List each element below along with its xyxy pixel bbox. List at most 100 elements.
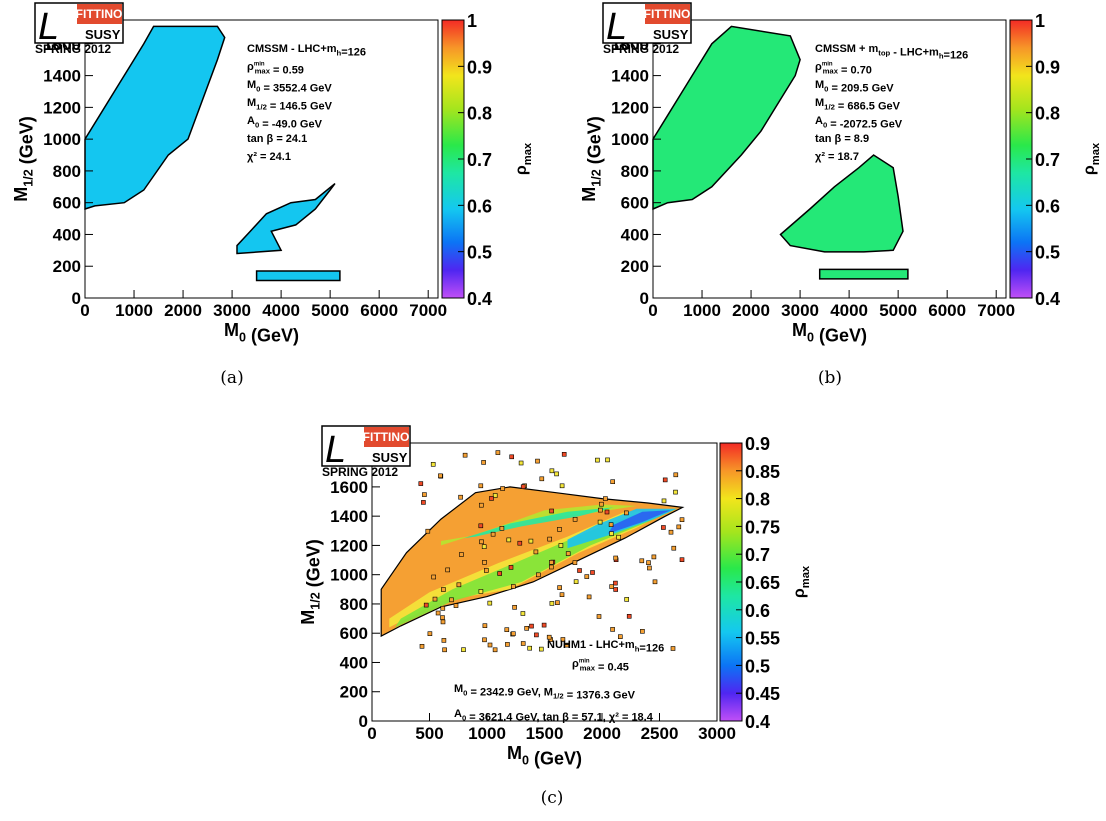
z-tick-label: 0.4	[745, 712, 770, 732]
x-tick-label: 2000	[164, 301, 202, 320]
rho-band	[607, 510, 671, 534]
y-tick-label: 1200	[330, 536, 368, 555]
sample-cell	[596, 614, 602, 619]
x-tick-label: 1500	[526, 724, 564, 743]
z-tick-label: 0.7	[1035, 150, 1060, 170]
sample-cell	[478, 589, 484, 594]
logo-brand: FITTINO	[644, 7, 691, 21]
sample-cell	[504, 627, 510, 633]
z-tick-label: 0.7	[467, 150, 492, 170]
y-tick-label: 0	[72, 289, 81, 308]
info-line: CMSSM + mtop - LHC+mh=126	[815, 43, 968, 62]
sample-cell	[441, 587, 446, 592]
sample-cell	[616, 534, 621, 540]
sample-cell	[506, 537, 512, 543]
sample-cell	[605, 457, 610, 463]
z-tick-label: 0.75	[745, 517, 780, 537]
logo-mark: SUSY	[372, 450, 408, 465]
info-line: χ² = 24.1	[247, 151, 291, 163]
sample-cell	[512, 604, 517, 610]
y-tick-label: 200	[340, 683, 368, 702]
x-axis-title: M0 (GeV)	[224, 320, 299, 345]
y-tick-label: 600	[621, 194, 649, 213]
z-axis-title: ρmax	[791, 565, 812, 598]
sample-cell	[483, 568, 489, 573]
sample-cell	[481, 544, 487, 550]
sample-cell	[510, 584, 516, 589]
z-tick-label: 0.9	[467, 57, 492, 77]
panel-caption: (a)	[220, 368, 243, 388]
sample-cell	[673, 472, 679, 478]
z-tick-label: 0.9	[1035, 57, 1060, 77]
y-tick-label: 1000	[330, 566, 368, 585]
sample-cell	[478, 502, 484, 508]
logo-l-mark: L	[38, 6, 59, 48]
sample-cell	[609, 584, 615, 589]
x-tick-label: 5000	[879, 301, 917, 320]
info-line: ρmin max = 0.70	[815, 61, 872, 76]
sample-cell	[419, 643, 425, 649]
sample-cell	[547, 536, 553, 542]
sample-cell	[565, 551, 571, 556]
sample-cell	[492, 493, 498, 498]
y-tick-label: 0	[640, 289, 649, 308]
y-tick-label: 600	[340, 624, 368, 643]
sample-cell	[661, 498, 667, 504]
x-tick-label: 7000	[977, 301, 1015, 320]
panel-caption: (c)	[541, 788, 564, 808]
x-tick-label: 500	[415, 724, 443, 743]
z-tick-label: 0.45	[745, 684, 780, 704]
y-tick-label: 0	[359, 712, 368, 731]
sample-cell	[670, 646, 676, 651]
z-tick-label: 0.5	[1035, 243, 1060, 263]
logo-season: SPRING 2012	[322, 465, 398, 479]
y-axis-title: M1/2 (GeV)	[11, 116, 36, 202]
sample-cell	[559, 592, 565, 598]
sample-cell	[440, 619, 446, 625]
sample-cell	[646, 560, 651, 566]
logo-mark: SUSY	[85, 27, 121, 42]
sample-cell	[548, 564, 554, 570]
sample-cell	[558, 543, 564, 548]
sample-cell	[557, 585, 562, 590]
x-tick-label: 2000	[732, 301, 770, 320]
sample-cell	[422, 492, 427, 497]
x-tick-label: 1000	[468, 724, 506, 743]
allowed-region	[652, 25, 801, 211]
info-line: ρmin max = 0.59	[247, 61, 304, 76]
sample-cell	[524, 625, 530, 631]
x-axis-title: M0 (GeV)	[792, 320, 867, 345]
sample-cell	[487, 600, 493, 606]
sample-cell	[517, 540, 523, 546]
sample-cell	[500, 486, 505, 491]
y-tick-label: 1400	[43, 67, 81, 86]
x-tick-label: 3000	[781, 301, 819, 320]
sample-cell	[421, 500, 426, 505]
sample-cell	[435, 610, 441, 616]
x-tick-label: 3000	[698, 724, 736, 743]
z-tick-label: 0.85	[745, 462, 780, 482]
y-tick-label: 1200	[611, 98, 649, 117]
x-tick-label: 6000	[928, 301, 966, 320]
sample-cell	[535, 458, 540, 464]
sample-cell	[559, 483, 565, 489]
info-line: A0 = -49.0 GeV	[247, 115, 323, 130]
sample-cell	[529, 623, 534, 629]
sample-cell	[499, 525, 505, 531]
logo-brand-bg	[645, 4, 690, 24]
sample-cell	[487, 642, 493, 648]
sample-cell	[597, 507, 603, 513]
sample-cell	[623, 510, 629, 516]
z-tick-label: 0.65	[745, 573, 780, 593]
logo-l-mark: L	[606, 6, 627, 48]
sample-cell	[662, 477, 668, 483]
z-tick-label: 0.8	[467, 104, 492, 124]
sample-cell	[624, 597, 630, 602]
y-axis-title: M1/2 (GeV)	[298, 539, 323, 625]
sample-cell	[510, 631, 516, 637]
logo-season: SPRING 2012	[35, 42, 111, 56]
logo-season: SPRING 2012	[603, 42, 679, 56]
z-axis-title: ρmax	[1081, 142, 1102, 175]
x-tick-label: 0	[80, 301, 89, 320]
